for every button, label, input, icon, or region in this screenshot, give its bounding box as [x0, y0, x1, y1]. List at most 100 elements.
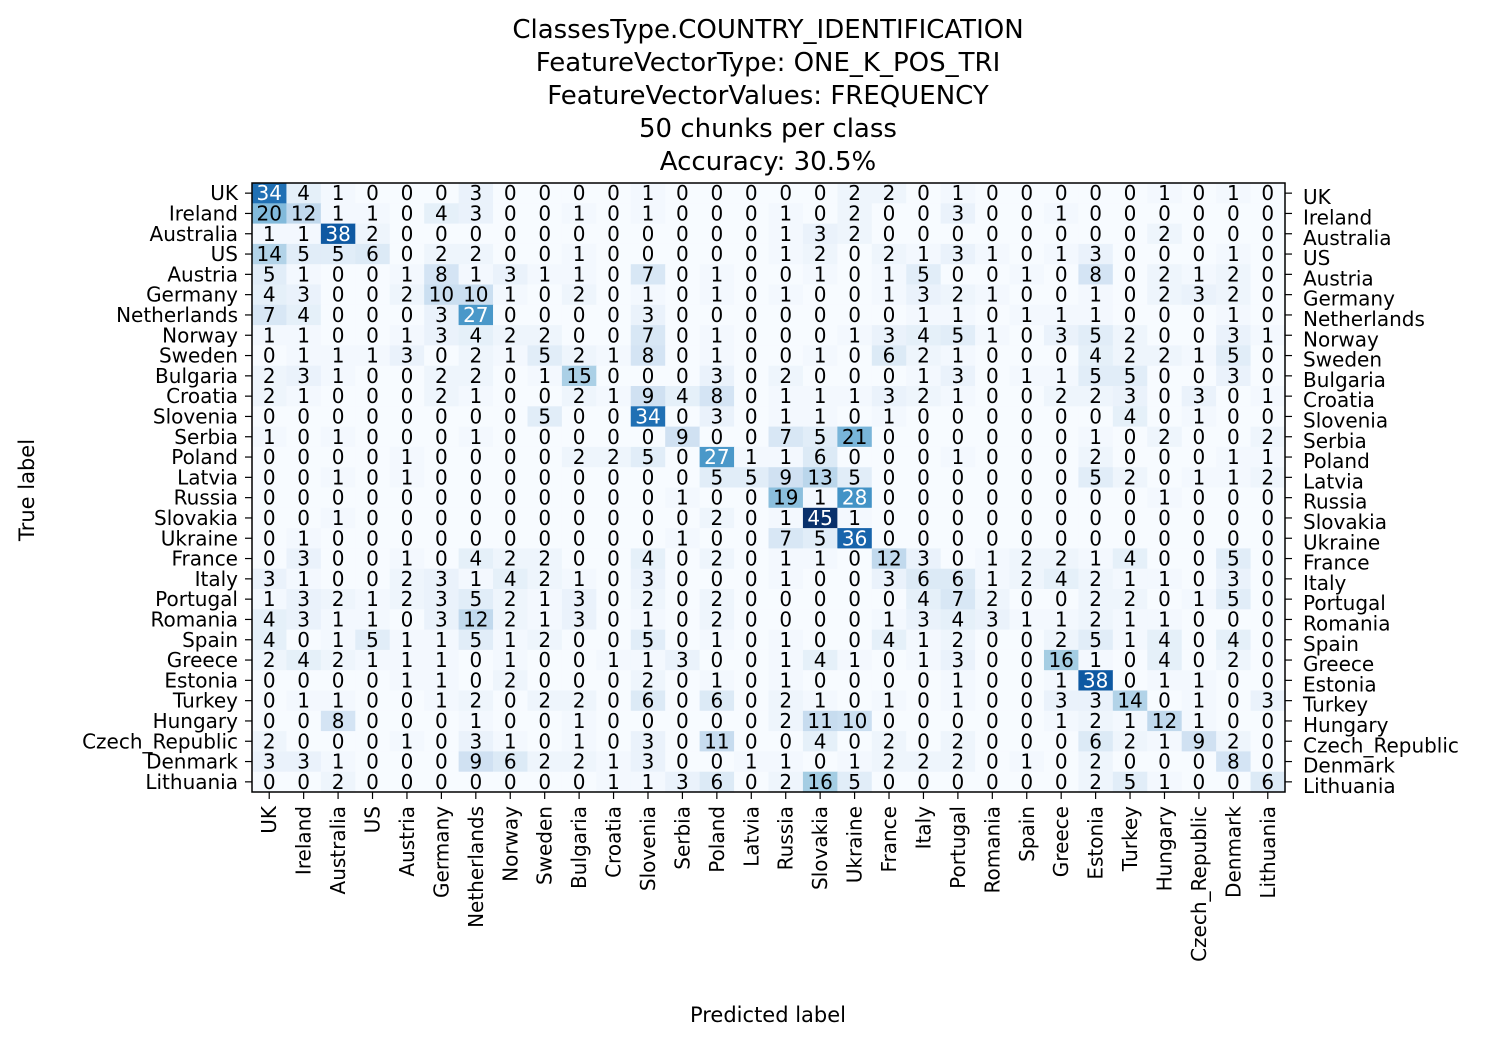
cell-value: 0: [1261, 486, 1274, 510]
heatmap-cell: [734, 183, 770, 204]
heatmap-cell: [1043, 710, 1079, 732]
heatmap-cell: [940, 203, 976, 225]
heatmap-cell: [286, 589, 322, 610]
cell-value: 0: [1158, 384, 1171, 408]
heatmap-cell: [734, 690, 770, 712]
cell-value: 0: [883, 648, 896, 672]
heatmap-cell: [1078, 771, 1114, 793]
heatmap-cell: [906, 406, 942, 428]
heatmap-cell: [940, 325, 976, 346]
cell-value: 0: [917, 689, 930, 713]
heatmap-cell: [389, 284, 425, 306]
heatmap-cell: [768, 264, 804, 286]
heatmap-cell: [1078, 649, 1114, 671]
heatmap-cell: [252, 548, 288, 570]
cell-value: 1: [917, 242, 930, 266]
heatmap-cell: [768, 589, 804, 610]
heatmap-cell: [1181, 629, 1217, 651]
heatmap-cell: [975, 568, 1011, 590]
heatmap-cell: [424, 690, 460, 712]
cell-value: 0: [1020, 222, 1033, 246]
cell-value: 0: [1227, 668, 1240, 692]
heatmap-cell: [355, 243, 391, 265]
heatmap-cell: [699, 284, 735, 306]
heatmap-cell: [906, 386, 942, 407]
heatmap-cell: [561, 548, 597, 570]
cell-value: 0: [332, 729, 345, 753]
y-tick-label-right: Romania: [1303, 611, 1390, 635]
heatmap-cell: [1043, 487, 1079, 509]
heatmap-cell: [975, 629, 1011, 651]
heatmap-cell: [940, 710, 976, 732]
cell-value: 0: [745, 323, 758, 347]
cell-value: 0: [1020, 465, 1033, 489]
heatmap-cell: [320, 548, 356, 570]
cell-value: 0: [745, 770, 758, 794]
x-tick-label: Italy: [911, 806, 935, 850]
cell-value: 3: [297, 547, 310, 571]
heatmap-cell: [1181, 589, 1217, 610]
x-tick-label: Czech_Republic: [1187, 806, 1211, 962]
cell-value: 2: [435, 242, 448, 266]
cell-value: 0: [538, 770, 551, 794]
heatmap-cell: [527, 264, 563, 286]
heatmap-cell: [871, 325, 907, 346]
heatmap-cell: [320, 507, 356, 529]
heatmap-cell: [355, 629, 391, 651]
cell-value: 0: [1124, 283, 1137, 307]
heatmap-cell: [1147, 203, 1183, 225]
heatmap-cell: [1181, 771, 1217, 793]
cell-value: 1: [814, 547, 827, 571]
heatmap-cell: [561, 467, 597, 489]
heatmap-cell: [561, 223, 597, 245]
cell-value: 0: [1020, 709, 1033, 733]
heatmap-cell: [1181, 710, 1217, 732]
cell-value: 0: [1158, 506, 1171, 530]
cell-value: 0: [607, 283, 620, 307]
cell-value: 3: [917, 547, 930, 571]
cell-value: 4: [1124, 404, 1137, 428]
cell-value: 0: [745, 506, 758, 530]
heatmap-cell: [561, 243, 597, 265]
cell-value: 0: [1020, 242, 1033, 266]
heatmap-cell: [458, 609, 494, 631]
cell-value: 2: [1158, 222, 1171, 246]
x-tick-label: Netherlands: [464, 806, 488, 928]
cell-value: 0: [573, 547, 586, 571]
cell-value: 5: [710, 465, 723, 489]
heatmap-cell: [768, 183, 804, 204]
cell-value: 0: [366, 709, 379, 733]
heatmap-cell: [906, 710, 942, 732]
heatmap-cell: [1250, 386, 1286, 407]
heatmap-cell: [320, 243, 356, 265]
heatmap-cell: [940, 649, 976, 671]
heatmap-cell: [630, 223, 666, 245]
cell-value: 0: [848, 404, 861, 428]
heatmap-cell: [871, 629, 907, 651]
heatmap-cell: [940, 386, 976, 407]
cell-value: 1: [401, 547, 414, 571]
heatmap-cell: [975, 487, 1011, 509]
cell-value: 2: [779, 770, 792, 794]
heatmap-cell: [699, 771, 735, 793]
y-tick-label: Croatia: [166, 384, 238, 408]
heatmap-cell: [1009, 710, 1045, 732]
cell-value: 1: [1020, 607, 1033, 631]
cell-value: 5: [1227, 547, 1240, 571]
heatmap-cell: [1112, 568, 1148, 590]
cell-value: 2: [1055, 384, 1068, 408]
cell-value: 0: [401, 709, 414, 733]
cell-value: 3: [297, 750, 310, 774]
cell-value: 4: [1124, 547, 1137, 571]
heatmap-cell: [906, 223, 942, 245]
heatmap-cell: [493, 467, 529, 489]
heatmap-cell: [1112, 426, 1148, 448]
cell-value: 0: [1124, 262, 1137, 286]
cell-value: 0: [710, 201, 723, 225]
y-tick-label-right: Denmark: [1303, 754, 1395, 778]
cell-value: 1: [1158, 486, 1171, 510]
heatmap-cell: [837, 243, 873, 265]
heatmap-cell: [802, 325, 838, 346]
title-line-3: FeatureVectorValues: FREQUENCY: [547, 81, 989, 111]
cell-value: 3: [710, 404, 723, 428]
